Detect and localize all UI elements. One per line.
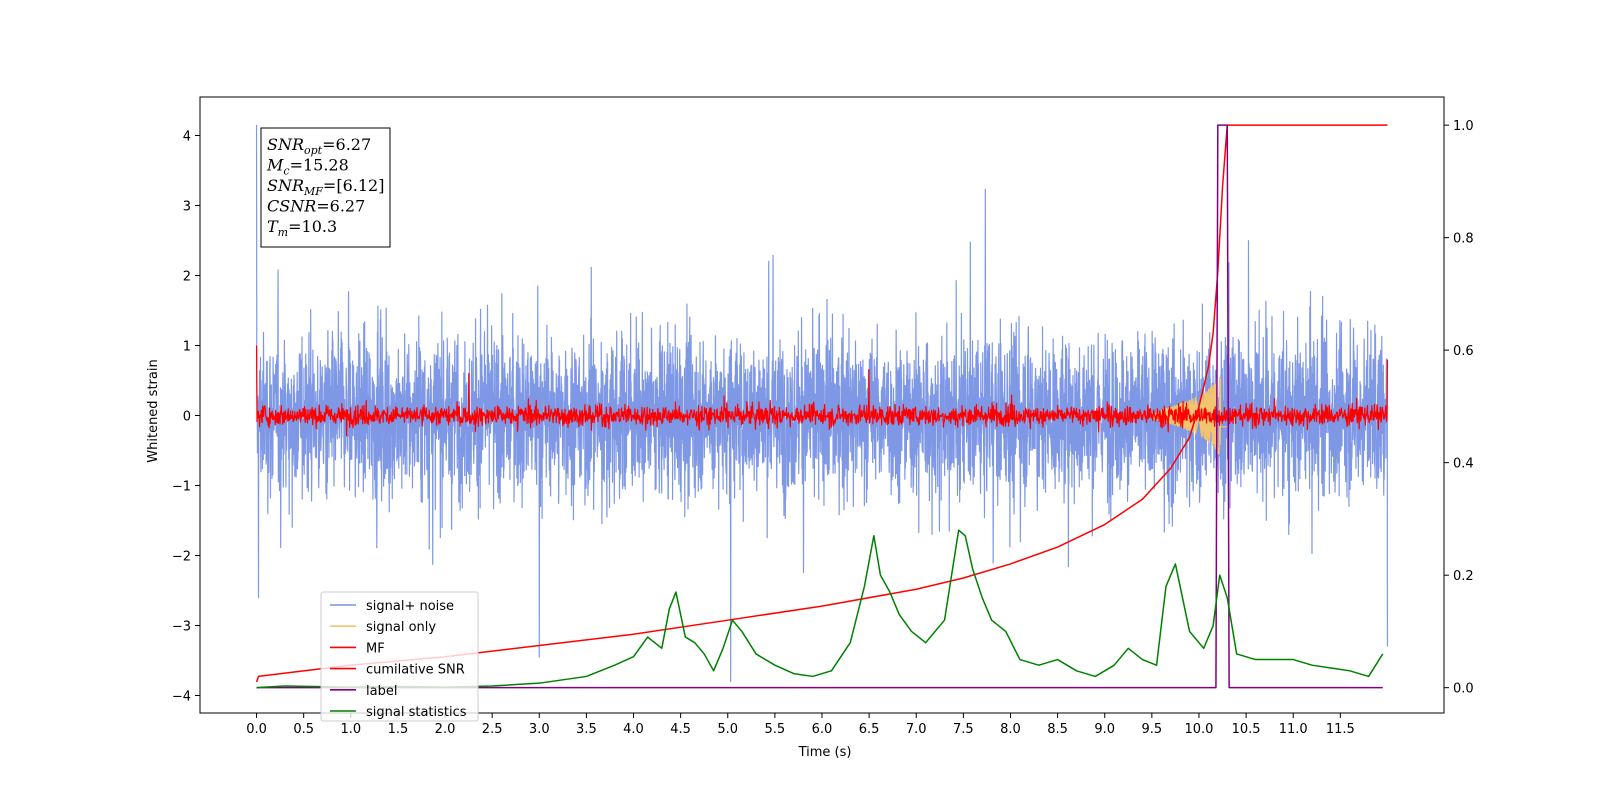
- y-tick-label: 2: [183, 270, 191, 285]
- series-label: [256, 124, 1383, 689]
- x-tick-label: 10.5: [1232, 722, 1261, 737]
- x-tick-label: 4.5: [670, 722, 691, 737]
- legend-entry: label: [366, 684, 397, 699]
- y-tick-label: 0: [183, 410, 191, 425]
- x-tick-label: 3.0: [529, 722, 550, 737]
- x-tick-label: 9.0: [1094, 722, 1115, 737]
- x-tick-label: 7.5: [953, 722, 974, 737]
- annotation-subscript: MF: [303, 185, 323, 198]
- annotation-value: =6.27: [316, 197, 365, 216]
- annotation-value: =6.27: [322, 135, 371, 154]
- annotation-box: SNRopt=6.27Mc=15.28SNRMF=[6.12]CSNR=6.27…: [260, 127, 391, 248]
- x-tick-label: 11.0: [1279, 722, 1308, 737]
- annotation-line: Mc=15.28: [266, 156, 349, 178]
- annotation-line: CSNR=6.27: [267, 197, 365, 216]
- x-tick-label: 3.5: [576, 722, 597, 737]
- annotation-symbol: T: [267, 217, 279, 236]
- y2-tick-label: 0.0: [1453, 682, 1474, 697]
- y-tick-label: 3: [183, 200, 191, 215]
- y-tick-label: −4: [172, 690, 191, 705]
- legend-frame: [320, 591, 479, 722]
- annotation-subscript: m: [278, 226, 288, 239]
- annotation-frame: [260, 127, 391, 248]
- x-tick-label: 1.5: [388, 722, 409, 737]
- y-tick-label: 4: [183, 130, 191, 145]
- y2-tick-label: 1.0: [1453, 119, 1474, 134]
- x-tick-label: 9.5: [1142, 722, 1163, 737]
- annotation-subscript: opt: [304, 144, 323, 157]
- annotation-subscript: c: [283, 165, 289, 178]
- axes: 0.0 0.5 1.0 1.5 2.0 2.5 3.0 3.5 4.0 4.5 5.0 5.5 6.0 6…: [172, 96, 1474, 737]
- x-tick-label: 8.5: [1047, 722, 1068, 737]
- annotation-line: SNRopt=6.27: [267, 135, 371, 157]
- annotation-line: Tm=10.3: [267, 217, 337, 239]
- annotation-line: SNRMF=[6.12]: [267, 176, 384, 198]
- series-signal-statistics: [256, 529, 1384, 689]
- x-tick-label: 0.0: [246, 722, 267, 737]
- annotation-symbol: M: [266, 156, 284, 175]
- series-signal-noise: [255, 124, 1389, 683]
- x-tick-label: 2.5: [482, 722, 503, 737]
- y-tick-label: 1: [183, 340, 191, 355]
- x-tick-label: 1.0: [340, 722, 361, 737]
- legend: signal+ noise signal only MF cumilative SNR…: [320, 591, 479, 722]
- legend-entry: cumilative SNR: [366, 663, 465, 678]
- y-tick-label: −1: [172, 480, 191, 495]
- series-cumilative-snr: [255, 124, 1388, 683]
- legend-entry: signal only: [366, 620, 436, 635]
- y-tick-label: −3: [172, 620, 191, 635]
- annotation-value: =[6.12]: [323, 176, 385, 195]
- x-tick-label: 4.0: [623, 722, 644, 737]
- legend-entry: MF: [366, 641, 385, 656]
- legend-entry: signal+ noise: [366, 599, 454, 614]
- annotation-value: =10.3: [288, 217, 337, 236]
- y-axis-label: Whitened strain: [146, 359, 161, 462]
- y2-tick-label: 0.8: [1453, 232, 1474, 247]
- x-tick-label: 10.0: [1184, 722, 1213, 737]
- legend-entry: signal statistics: [366, 705, 467, 720]
- x-tick-label: 8.0: [1000, 722, 1021, 737]
- x-tick-label: 6.5: [859, 722, 880, 737]
- x-tick-label: 7.0: [906, 722, 927, 737]
- y2-tick-label: 0.4: [1453, 457, 1474, 472]
- x-tick-label: 6.0: [812, 722, 833, 737]
- annotation-value: =15.28: [290, 156, 349, 175]
- x-tick-label: 5.0: [717, 722, 738, 737]
- y2-tick-label: 0.2: [1453, 569, 1474, 584]
- x-tick-label: 11.5: [1326, 722, 1355, 737]
- x-axis-label: Time (s): [798, 745, 852, 760]
- y2-tick-label: 0.6: [1453, 344, 1474, 359]
- y-tick-label: −2: [172, 550, 191, 565]
- x-tick-label: 5.5: [765, 722, 786, 737]
- annotation-symbol: CSNR: [267, 197, 316, 216]
- x-tick-label: 2.0: [435, 722, 456, 737]
- annotation-symbol: SNR: [267, 176, 304, 195]
- plot-area: [255, 124, 1389, 689]
- annotation-symbol: SNR: [267, 135, 304, 154]
- x-tick-label: 0.5: [293, 722, 314, 737]
